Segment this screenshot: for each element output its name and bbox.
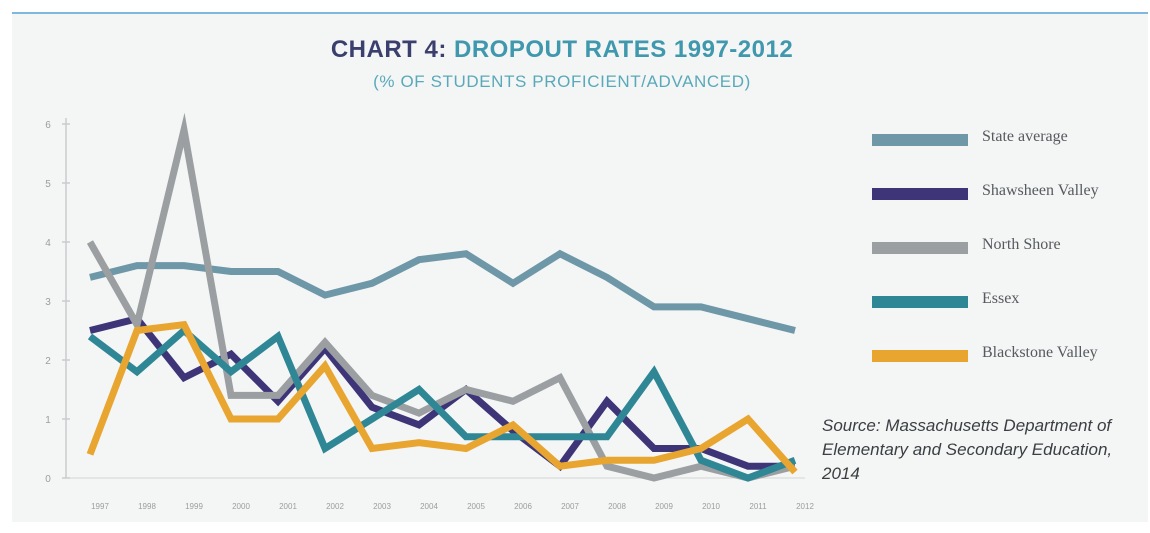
chart-legend: State average Shawsheen Valley North Shore… (872, 126, 1142, 396)
legend-label: Shawsheen Valley (982, 182, 1099, 199)
y-tick-label: 5 (45, 179, 51, 190)
x-tick-label: 2009 (655, 502, 673, 511)
legend-item-essex: Essex (872, 288, 1142, 342)
y-tick-label: 6 (45, 120, 51, 131)
legend-swatch (872, 134, 968, 146)
legend-swatch (872, 296, 968, 308)
x-tick-label: 2008 (608, 502, 626, 511)
legend-label: State average (982, 128, 1068, 145)
y-tick-label: 3 (45, 297, 51, 308)
series-line-blackstone-valley (86, 320, 798, 475)
chart-title-main: DROPOUT RATES 1997-2012 (454, 36, 794, 63)
y-tick-label: 2 (45, 356, 51, 367)
legend-item-blackstone-valley: Blackstone Valley (872, 342, 1142, 396)
y-tick-label: 4 (45, 238, 51, 249)
x-tick-label: 2001 (279, 502, 297, 511)
legend-swatch (872, 188, 968, 200)
x-tick-label: 2011 (749, 502, 767, 511)
x-tick-label: 1999 (185, 502, 203, 511)
legend-label: Essex (982, 290, 1020, 307)
legend-item-shawsheen-valley: Shawsheen Valley (872, 180, 1142, 234)
legend-swatch (872, 350, 968, 362)
x-tick-label: 1998 (138, 502, 156, 511)
x-tick-label: 2004 (420, 502, 438, 511)
source-note: Source: Massachusetts Department of Elem… (822, 416, 1113, 483)
x-tick-label: 2010 (702, 502, 720, 511)
x-tick-label: 2007 (561, 502, 579, 511)
series-line-north-shore (86, 112, 796, 482)
chart-title-prefix: CHART 4: (330, 36, 447, 63)
x-tick-label: 1997 (91, 502, 109, 511)
x-tick-label: 2005 (467, 502, 485, 511)
chart-title: CHART 4: DROPOUT RATES 1997-2012 (12, 36, 1112, 64)
series-line-state-average (89, 249, 796, 334)
legend-label: North Shore (982, 236, 1061, 253)
x-tick-label: 2000 (232, 502, 250, 511)
y-tick-label: 1 (45, 415, 51, 426)
legend-item-state-average: State average (872, 126, 1142, 180)
x-tick-label: 2002 (326, 502, 344, 511)
x-tick-label: 2003 (373, 502, 391, 511)
chart-subtitle: (% OF STUDENTS PROFICIENT/ADVANCED) (373, 72, 751, 91)
legend-swatch (872, 242, 968, 254)
series-line-essex (87, 325, 797, 482)
x-tick-label: 2006 (514, 502, 532, 511)
legend-item-north-shore: North Shore (872, 234, 1142, 288)
legend-label: Blackstone Valley (982, 344, 1098, 361)
x-tick-label: 2012 (796, 502, 814, 511)
y-tick-label: 0 (45, 474, 51, 485)
